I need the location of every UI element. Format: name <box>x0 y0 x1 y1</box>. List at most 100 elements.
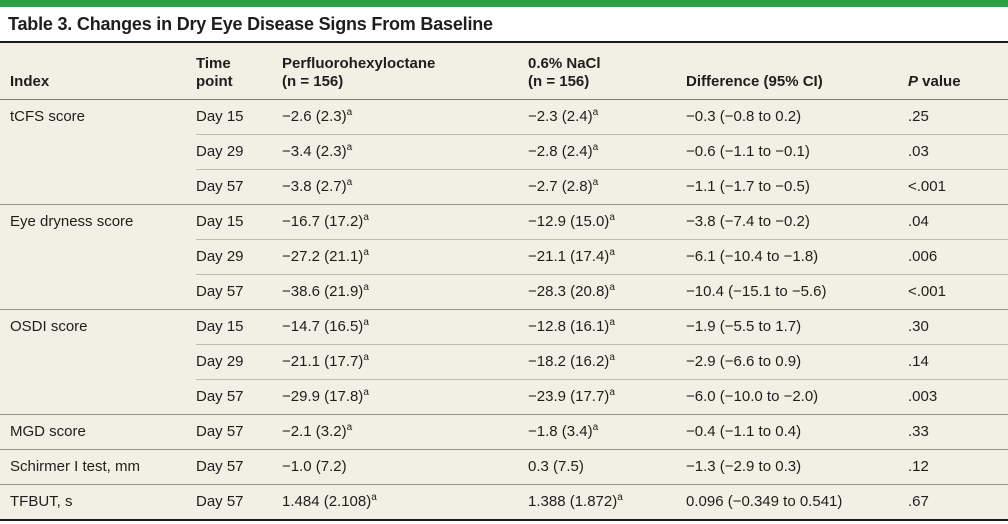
footnote-marker: a <box>609 387 615 398</box>
footnote-marker: a <box>363 352 369 363</box>
table-row: OSDI score Day 15 −14.7 (16.5)a −12.8 (16.1… <box>0 309 1008 415</box>
table-title: Table 3. Changes in Dry Eye Disease Sign… <box>8 13 493 34</box>
table-row: Schirmer I test, mm Day 57 −1.0 (7.2) 0.3 (… <box>0 449 1008 485</box>
footnote-marker: a <box>363 247 369 258</box>
accent-bar <box>0 0 1008 7</box>
footnote-marker: a <box>609 212 615 223</box>
cell-perfluorohexyloctane: −3.4 (2.3)a <box>282 134 528 170</box>
cell-time-point: Day 57 <box>196 379 282 415</box>
cell-index: MGD score <box>0 414 196 450</box>
footnote-marker: a <box>609 352 615 363</box>
col-header-time-point: Time point <box>196 42 282 100</box>
table-row: MGD score Day 57 −2.1 (3.2)a −1.8 (3.4)a −0.… <box>0 414 1008 450</box>
cell-perfluorohexyloctane: 1.484 (2.108)a <box>282 484 528 520</box>
cell-index: OSDI score <box>0 309 196 415</box>
cell-time-point: Day 29 <box>196 134 282 170</box>
footnote-marker: a <box>363 317 369 328</box>
cell-time-point: Day 57 <box>196 414 282 450</box>
cell-p-value: .006 <box>908 239 1008 275</box>
cell-difference: −2.9 (−6.6 to 0.9) <box>686 344 908 380</box>
cell-p-value: <.001 <box>908 274 1008 310</box>
cell-nacl: −28.3 (20.8)a <box>528 274 686 310</box>
cell-time-point: Day 57 <box>196 484 282 520</box>
footnote-marker: a <box>346 422 353 433</box>
table-row: Day 29 −21.1 (17.7)a −18.2 (16.2)a −2.9 (−6… <box>0 344 1008 380</box>
cell-time-point: Day 57 <box>196 169 282 205</box>
cell-p-value: .12 <box>908 449 1008 485</box>
cell-index: tCFS score <box>10 108 86 125</box>
table-row: TFBUT, s Day 57 1.484 (2.108)a 1.388 (1.872… <box>0 484 1008 520</box>
table-row: Eye dryness score Day 15 −16.7 (17.2)a −12.… <box>0 204 1008 310</box>
footnote-marker: a <box>617 492 623 503</box>
cell-difference: −0.4 (−1.1 to 0.4) <box>686 414 908 450</box>
table-row: Day 29 −3.4 (2.3)a −2.8 (2.4)a −0.6 (−1.1 t… <box>0 134 1008 170</box>
cell-perfluorohexyloctane: −14.7 (16.5)a <box>282 309 528 345</box>
cell-nacl: −23.9 (17.7)a <box>528 379 686 415</box>
cell-index: Eye dryness score <box>0 204 196 310</box>
footnote-marker: a <box>346 107 353 118</box>
cell-difference: −1.9 (−5.5 to 1.7) <box>686 309 908 345</box>
footnote-marker: a <box>371 492 377 503</box>
col-header-nacl: 0.6% NaCl (n = 156) <box>528 42 686 100</box>
cell-nacl: −2.3 (2.4)a <box>528 107 599 126</box>
cell-time-point: Day 15 <box>196 309 282 345</box>
cell-p-value: .003 <box>908 379 1008 415</box>
col-header-p-value: P value <box>908 42 1008 100</box>
footnote-marker: a <box>609 317 615 328</box>
header-row: Index Time point Perfluorohexyloctane (n… <box>0 42 1008 100</box>
cell-time-point: Day 57 <box>196 274 282 310</box>
footnote-marker: a <box>363 212 369 223</box>
col-header-index: Index <box>0 42 196 100</box>
table-row: Day 57 −38.6 (21.9)a −28.3 (20.8)a −10.4 (−… <box>0 274 1008 310</box>
cell-index: Schirmer I test, mm <box>0 449 196 485</box>
footnote-marker: a <box>592 107 599 118</box>
col-header-difference: Difference (95% CI) <box>686 42 908 100</box>
cell-difference: −6.1 (−10.4 to −1.8) <box>686 239 908 275</box>
footnote-marker: a <box>592 422 599 433</box>
col-header-index-label: Index <box>10 73 50 90</box>
cell-p-value: .67 <box>908 484 1008 520</box>
cell-p-value: .14 <box>908 344 1008 380</box>
cell-perfluorohexyloctane: −29.9 (17.8)a <box>282 379 528 415</box>
cell-perfluorohexyloctane: −16.7 (17.2)a <box>282 204 528 240</box>
results-table: Index Time point Perfluorohexyloctane (n… <box>0 41 1008 521</box>
table-row: Day 57 −3.8 (2.7)a −2.7 (2.8)a −1.1 (−1.7 t… <box>0 169 1008 205</box>
table-row: tCFS score Day 15 −2.6 (2.3)a −2.3 (2.4)a −0… <box>0 100 1008 135</box>
footnote-marker: a <box>592 177 599 188</box>
footnote-marker: a <box>592 142 599 153</box>
cell-time-point: Day 29 <box>196 344 282 380</box>
table-row: Day 29 −27.2 (21.1)a −21.1 (17.4)a −6.1 (−1… <box>0 239 1008 275</box>
col-header-perfluorohexyloctane: Perfluorohexyloctane (n = 156) <box>282 42 528 100</box>
cell-difference: −10.4 (−15.1 to −5.6) <box>686 274 908 310</box>
cell-nacl: −12.9 (15.0)a <box>528 204 686 240</box>
cell-nacl: −12.8 (16.1)a <box>528 309 686 345</box>
cell-nacl: −2.7 (2.8)a <box>528 169 686 205</box>
cell-time-point: Day 29 <box>196 239 282 275</box>
cell-p-value: .03 <box>908 134 1008 170</box>
cell-perfluorohexyloctane: −2.6 (2.3)a <box>282 107 353 126</box>
footnote-marker: a <box>363 387 369 398</box>
cell-nacl: −21.1 (17.4)a <box>528 239 686 275</box>
cell-nacl: −2.8 (2.4)a <box>528 134 686 170</box>
cell-p-value: .33 <box>908 414 1008 450</box>
table-body: tCFS score Day 15 −2.6 (2.3)a −2.3 (2.4)a −0… <box>0 100 1008 520</box>
cell-nacl: 0.3 (7.5) <box>528 449 686 485</box>
footnote-marker: a <box>609 247 615 258</box>
footnote-marker: a <box>346 177 353 188</box>
cell-nacl: 1.388 (1.872)a <box>528 484 686 520</box>
cell-p-value: .04 <box>908 204 1008 240</box>
cell-difference: −0.6 (−1.1 to −0.1) <box>686 134 908 170</box>
cell-index: TFBUT, s <box>0 484 196 520</box>
cell-p-value: <.001 <box>908 169 1008 205</box>
cell-difference: −1.3 (−2.9 to 0.3) <box>686 449 908 485</box>
cell-perfluorohexyloctane: −3.8 (2.7)a <box>282 169 528 205</box>
cell-perfluorohexyloctane: −21.1 (17.7)a <box>282 344 528 380</box>
cell-difference: −6.0 (−10.0 to −2.0) <box>686 379 908 415</box>
cell-time-point: Day 57 <box>196 449 282 485</box>
cell-perfluorohexyloctane: −1.0 (7.2) <box>282 449 528 485</box>
cell-nacl: −1.8 (3.4)a <box>528 414 686 450</box>
cell-perfluorohexyloctane: −38.6 (21.9)a <box>282 274 528 310</box>
footnote-marker: a <box>363 282 369 293</box>
cell-difference: −1.1 (−1.7 to −0.5) <box>686 169 908 205</box>
footnote-marker: a <box>346 142 353 153</box>
